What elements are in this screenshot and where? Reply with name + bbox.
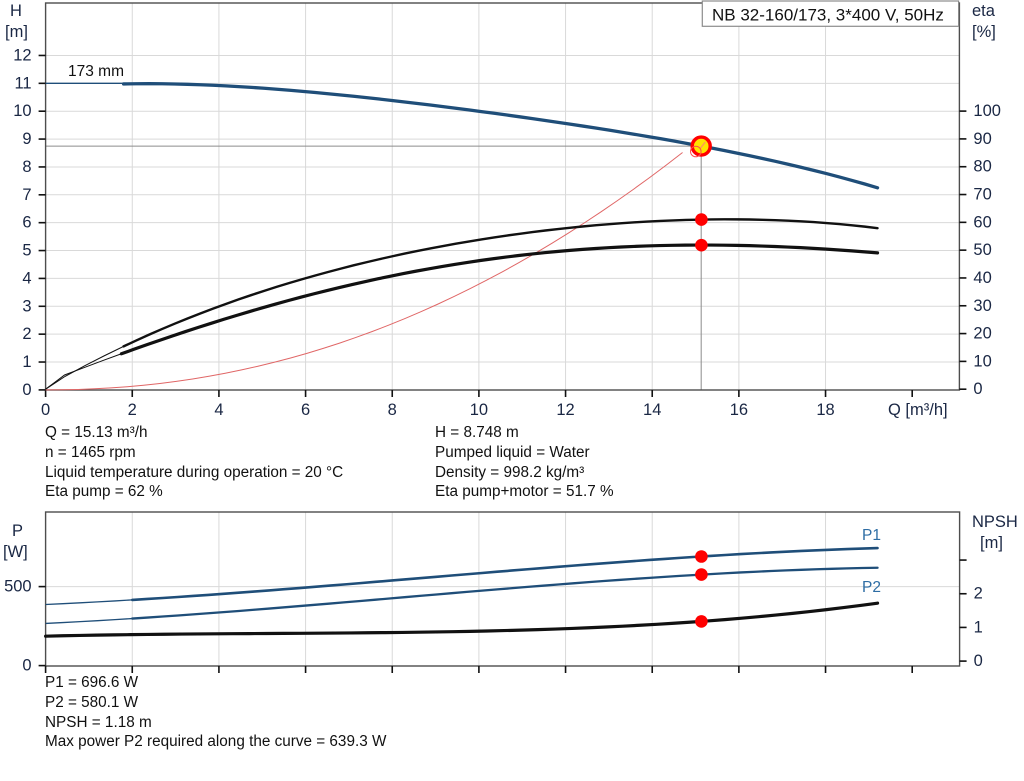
svg-text:500: 500 <box>4 578 32 596</box>
svg-text:2: 2 <box>128 401 137 419</box>
svg-text:8: 8 <box>388 401 397 419</box>
svg-text:9: 9 <box>22 130 31 148</box>
svg-text:8: 8 <box>22 158 31 176</box>
svg-text:7: 7 <box>22 186 31 204</box>
svg-text:10: 10 <box>13 102 31 120</box>
svg-text:12: 12 <box>13 46 31 64</box>
svg-text:2: 2 <box>974 585 983 603</box>
svg-text:3: 3 <box>22 297 31 315</box>
svg-text:P1: P1 <box>862 527 881 544</box>
svg-text:173 mm: 173 mm <box>68 63 124 80</box>
svg-text:80: 80 <box>973 158 991 176</box>
svg-text:[W]: [W] <box>3 543 28 561</box>
svg-text:10: 10 <box>470 401 488 419</box>
svg-text:P: P <box>12 522 23 540</box>
svg-text:90: 90 <box>973 130 991 148</box>
svg-text:4: 4 <box>22 269 31 287</box>
svg-text:NB 32-160/173, 3*400 V, 50Hz: NB 32-160/173, 3*400 V, 50Hz <box>712 6 944 25</box>
svg-text:16: 16 <box>730 401 748 419</box>
svg-text:0: 0 <box>973 380 982 398</box>
svg-text:100: 100 <box>973 102 1001 120</box>
svg-text:10: 10 <box>973 352 991 370</box>
svg-text:6: 6 <box>301 401 310 419</box>
svg-text:[m]: [m] <box>5 23 28 41</box>
svg-text:P2: P2 <box>862 579 881 596</box>
svg-text:0: 0 <box>22 381 31 399</box>
svg-text:eta: eta <box>972 2 996 20</box>
svg-text:6: 6 <box>22 214 31 232</box>
svg-text:H: H <box>10 2 22 20</box>
svg-text:NPSH: NPSH <box>972 513 1018 531</box>
svg-text:50: 50 <box>973 241 991 259</box>
svg-text:11: 11 <box>14 74 31 92</box>
svg-text:[%]: [%] <box>972 23 996 41</box>
svg-text:2: 2 <box>22 325 31 343</box>
svg-text:40: 40 <box>973 269 991 287</box>
svg-text:4: 4 <box>214 401 223 419</box>
svg-text:1: 1 <box>22 353 31 371</box>
svg-text:[m]: [m] <box>980 534 1003 552</box>
svg-text:60: 60 <box>973 213 991 231</box>
svg-text:5: 5 <box>22 242 31 260</box>
svg-text:30: 30 <box>973 297 991 315</box>
svg-text:0: 0 <box>22 657 31 675</box>
svg-text:18: 18 <box>816 401 834 419</box>
svg-text:70: 70 <box>973 186 991 204</box>
svg-text:12: 12 <box>556 401 574 419</box>
svg-text:Q [m³/h]: Q [m³/h] <box>888 401 948 419</box>
svg-text:14: 14 <box>643 401 661 419</box>
svg-text:0: 0 <box>41 401 50 419</box>
svg-text:1: 1 <box>974 618 983 636</box>
svg-text:20: 20 <box>973 325 991 343</box>
svg-text:0: 0 <box>974 652 983 670</box>
